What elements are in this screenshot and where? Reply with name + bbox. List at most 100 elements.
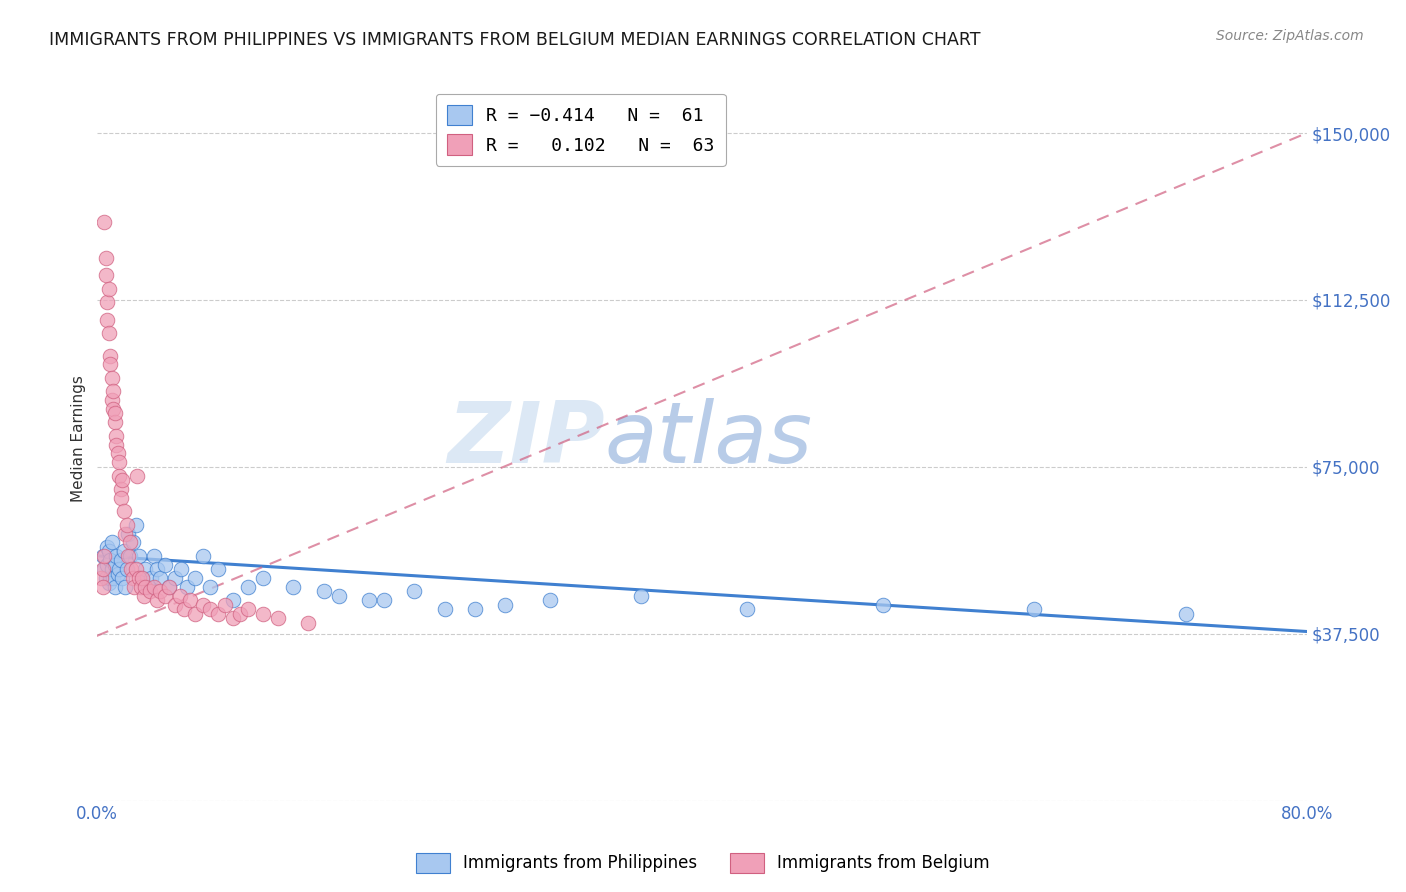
Point: [108, 562, 131, 576]
Point: [373, 593, 395, 607]
Point: [110, 491, 132, 505]
Point: [328, 589, 350, 603]
Point: [252, 571, 274, 585]
Point: [146, 593, 169, 607]
Point: [93, 562, 115, 576]
Text: atlas: atlas: [605, 398, 813, 481]
Point: [104, 415, 127, 429]
Point: [96, 313, 118, 327]
Point: [146, 562, 169, 576]
Legend: Immigrants from Philippines, Immigrants from Belgium: Immigrants from Philippines, Immigrants …: [409, 847, 997, 880]
Point: [93, 549, 115, 563]
Point: [267, 611, 290, 625]
Point: [105, 437, 128, 451]
Point: [735, 602, 758, 616]
Point: [98, 571, 121, 585]
Point: [134, 580, 156, 594]
Point: [138, 584, 160, 599]
Point: [114, 526, 136, 541]
Point: [128, 549, 150, 563]
Point: [229, 607, 252, 621]
Point: [107, 446, 129, 460]
Point: [101, 393, 124, 408]
Point: [236, 602, 259, 616]
Point: [252, 607, 274, 621]
Point: [114, 580, 136, 594]
Point: [127, 468, 149, 483]
Point: [184, 607, 207, 621]
Point: [1174, 607, 1197, 621]
Legend: R = −0.414   N =  61, R =   0.102   N =  63: R = −0.414 N = 61, R = 0.102 N = 63: [436, 94, 725, 166]
Point: [125, 562, 148, 576]
Point: [97, 326, 120, 341]
Point: [132, 589, 155, 603]
Point: [108, 455, 131, 469]
Point: [153, 558, 176, 572]
Point: [98, 358, 121, 372]
Point: [111, 571, 134, 585]
Point: [115, 517, 138, 532]
Point: [93, 215, 115, 229]
Point: [165, 571, 187, 585]
Point: [104, 558, 127, 572]
Point: [122, 535, 145, 549]
Point: [104, 580, 127, 594]
Point: [96, 540, 118, 554]
Point: [120, 562, 142, 576]
Point: [117, 526, 139, 541]
Text: IMMIGRANTS FROM PHILIPPINES VS IMMIGRANTS FROM BELGIUM MEDIAN EARNINGS CORRELATI: IMMIGRANTS FROM PHILIPPINES VS IMMIGRANT…: [49, 31, 981, 49]
Point: [236, 580, 259, 594]
Point: [297, 615, 319, 630]
Point: [494, 598, 516, 612]
Point: [115, 562, 138, 576]
Point: [214, 598, 236, 612]
Point: [191, 549, 214, 563]
Point: [128, 571, 150, 585]
Point: [90, 571, 112, 585]
Point: [143, 549, 166, 563]
Text: ZIP: ZIP: [447, 398, 605, 481]
Point: [110, 482, 132, 496]
Point: [149, 571, 172, 585]
Point: [111, 473, 134, 487]
Point: [101, 371, 124, 385]
Point: [112, 544, 135, 558]
Point: [125, 517, 148, 532]
Point: [165, 598, 187, 612]
Point: [104, 406, 127, 420]
Point: [157, 580, 180, 594]
Point: [105, 549, 128, 563]
Point: [97, 282, 120, 296]
Point: [118, 549, 141, 563]
Point: [103, 402, 125, 417]
Point: [96, 295, 118, 310]
Point: [117, 549, 139, 563]
Point: [131, 571, 153, 585]
Point: [538, 593, 561, 607]
Point: [110, 553, 132, 567]
Point: [98, 349, 121, 363]
Y-axis label: Median Earnings: Median Earnings: [72, 376, 86, 502]
Point: [108, 468, 131, 483]
Point: [98, 553, 121, 567]
Point: [630, 589, 652, 603]
Point: [103, 384, 125, 399]
Point: [179, 593, 201, 607]
Point: [97, 544, 120, 558]
Point: [222, 611, 245, 625]
Point: [91, 549, 114, 563]
Point: [101, 562, 124, 576]
Point: [112, 504, 135, 518]
Point: [91, 562, 114, 576]
Point: [153, 589, 176, 603]
Point: [96, 558, 118, 572]
Point: [139, 571, 162, 585]
Point: [143, 580, 166, 594]
Point: [207, 607, 229, 621]
Point: [94, 571, 117, 585]
Point: [872, 598, 894, 612]
Point: [94, 251, 117, 265]
Point: [169, 589, 191, 603]
Point: [131, 571, 153, 585]
Point: [105, 428, 128, 442]
